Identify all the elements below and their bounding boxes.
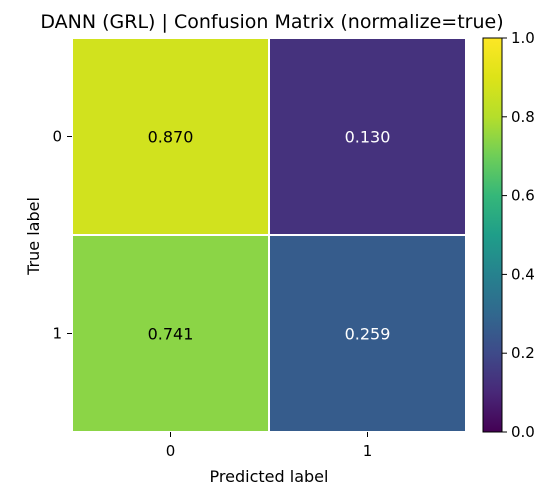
colorbar-tick-label: 1.0 [511, 29, 535, 47]
heatmap-cell-0-1 [268, 37, 467, 236]
colorbar-tick-label: 0.0 [511, 423, 535, 441]
x-tick-label: 1 [363, 442, 373, 460]
colorbar-tick-label: 0.6 [511, 187, 535, 205]
y-tick-label: 0 [52, 128, 62, 146]
colorbar-tick-label: 0.8 [511, 108, 535, 126]
heatmap-cell-0-0 [71, 37, 270, 236]
cell-value-label-0-1: 0.130 [345, 128, 391, 147]
y-tick-label: 1 [52, 325, 62, 343]
chart-title: DANN (GRL) | Confusion Matrix (normalize… [40, 11, 503, 33]
x-tick-label: 0 [166, 442, 176, 460]
heatmap-cells [71, 37, 467, 433]
cell-value-label-0-0: 0.870 [148, 128, 194, 147]
heatmap-cell-labels: 0.870 0.130 0.741 0.259 [148, 128, 391, 344]
heatmap-cell-1-1 [268, 234, 467, 433]
heatmap-cell-1-0 [71, 234, 270, 433]
x-axis-label: Predicted label [210, 467, 329, 486]
cell-value-label-1-0: 0.741 [148, 325, 194, 344]
colorbar: 0.0 0.2 0.4 0.6 0.8 1.0 [482, 29, 535, 441]
colorbar-gradient [482, 37, 503, 433]
y-axis-label: True label [24, 197, 43, 276]
colorbar-tick-label: 0.4 [511, 265, 535, 283]
y-axis: 01 [52, 128, 72, 343]
colorbar-tick-label: 0.2 [511, 344, 535, 362]
cell-value-label-1-1: 0.259 [345, 325, 391, 344]
